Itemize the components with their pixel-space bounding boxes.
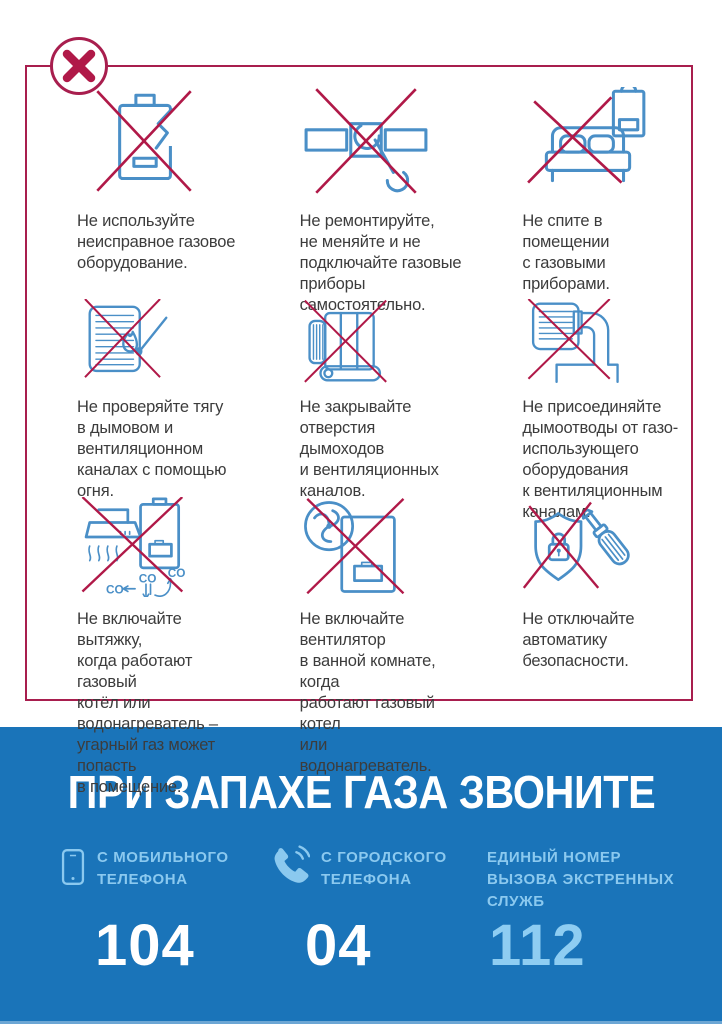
co-label: CO — [168, 566, 186, 580]
bed-gas-boiler-icon — [527, 82, 646, 184]
phone-number-landline: 04 — [305, 913, 372, 978]
rule-caption: Не спите в помещении с газовыми приборам… — [522, 212, 610, 293]
rule-caption: Не используйте неисправное газовое обору… — [77, 212, 236, 272]
rule-card-no-hood-with-boiler: CO CO CO Не включайте вытяжку, когда раб… — [25, 496, 248, 798]
rule-caption: Не включайте вентилятор в ванной комнате… — [299, 610, 436, 775]
phone-handset-icon — [274, 845, 310, 883]
rule-card-no-flame-draft-check: Не проверяйте тягу в дымовом и вентиляци… — [25, 298, 248, 500]
smartphone-icon — [61, 849, 85, 885]
pipe-wrench-icon — [304, 88, 428, 194]
contact-label: С ГОРОДСКОГО ТЕЛЕФОНА — [321, 849, 447, 888]
contact-landline: С ГОРОДСКОГО ТЕЛЕФОНА 04 — [270, 845, 487, 975]
safety-shield-screwdriver-icon — [523, 501, 631, 589]
rule-caption: Не ремонтируйте, не меняйте и не подключ… — [299, 212, 462, 314]
broken-gas-boiler-icon — [96, 90, 192, 192]
safety-rules-panel: Не используйте неисправное газовое обору… — [25, 37, 693, 796]
phone-number-mobile: 104 — [95, 913, 195, 978]
kitchen-hood-boiler-co-icon: CO CO CO — [81, 496, 186, 600]
vent-grille-match-icon — [84, 298, 168, 378]
banner-title: ПРИ ЗАПАХЕ ГАЗА ЗВОНИТЕ — [0, 727, 722, 819]
rule-card-no-covering-vents: Не закрывайте отверстия дымоходов и вент… — [248, 299, 471, 500]
rule-caption: Не включайте вытяжку, когда работают газ… — [77, 610, 218, 796]
phone-number-unified: 112 — [489, 913, 586, 978]
x-mark-icon — [62, 49, 96, 83]
rule-card-no-sleeping: Не спите в помещении с газовыми приборам… — [470, 82, 693, 299]
contact-label: ЕДИНЫЙ НОМЕР ВЫЗОВА ЭКСТРЕННЫХ СЛУЖБ — [487, 849, 675, 910]
rule-card-no-disabling-safety: Не отключайте автоматику безопасности. — [470, 497, 693, 798]
rule-caption: Не закрывайте отверстия дымоходов и вент… — [299, 398, 439, 500]
contact-unified: ЕДИНЫЙ НОМЕР ВЫЗОВА ЭКСТРЕННЫХ СЛУЖБ 112 — [487, 845, 702, 975]
co-label: CO — [106, 582, 124, 596]
emergency-call-banner: ПРИ ЗАПАХЕ ГАЗА ЗВОНИТЕ С МОБИЛЬНОГО ТЕЛ… — [0, 727, 722, 1024]
covered-vent-icon — [303, 299, 387, 383]
dont-rules-grid: Не используйте неисправное газовое обору… — [25, 65, 693, 796]
flue-duct-vent-icon — [528, 298, 620, 384]
red-border-frame — [25, 65, 693, 701]
banner-title-text: ПРИ ЗАПАХЕ ГАЗА ЗВОНИТЕ — [67, 766, 655, 818]
bottom-edge-strip — [0, 1021, 722, 1024]
co-label: CO — [139, 571, 157, 585]
rule-card-no-flue-to-vent: Не присоединяйте дымоотводы от газо- исп… — [470, 298, 693, 521]
rule-card-broken-equipment: Не используйте неисправное газовое обору… — [25, 87, 248, 299]
rule-card-no-self-repair: Не ремонтируйте, не меняйте и не подключ… — [248, 87, 471, 314]
rule-caption: Не проверяйте тягу в дымовом и вентиляци… — [77, 398, 227, 500]
contact-mobile: С МОБИЛЬНОГО ТЕЛЕФОНА 104 — [60, 845, 270, 975]
rule-caption: Не присоединяйте дымоотводы от газо- исп… — [522, 398, 679, 521]
prohibited-x-circle-icon — [50, 37, 108, 95]
rule-caption: Не отключайте автоматику безопасности. — [522, 610, 635, 670]
emergency-contacts: С МОБИЛЬНОГО ТЕЛЕФОНА 104 С ГОРОДСКОГО Т… — [60, 845, 702, 975]
rule-card-no-bathroom-fan: Не включайте вентилятор в ванной комнате… — [248, 497, 471, 798]
bathroom-fan-boiler-icon — [303, 498, 404, 595]
contact-label: С МОБИЛЬНОГО ТЕЛЕФОНА — [97, 849, 229, 888]
